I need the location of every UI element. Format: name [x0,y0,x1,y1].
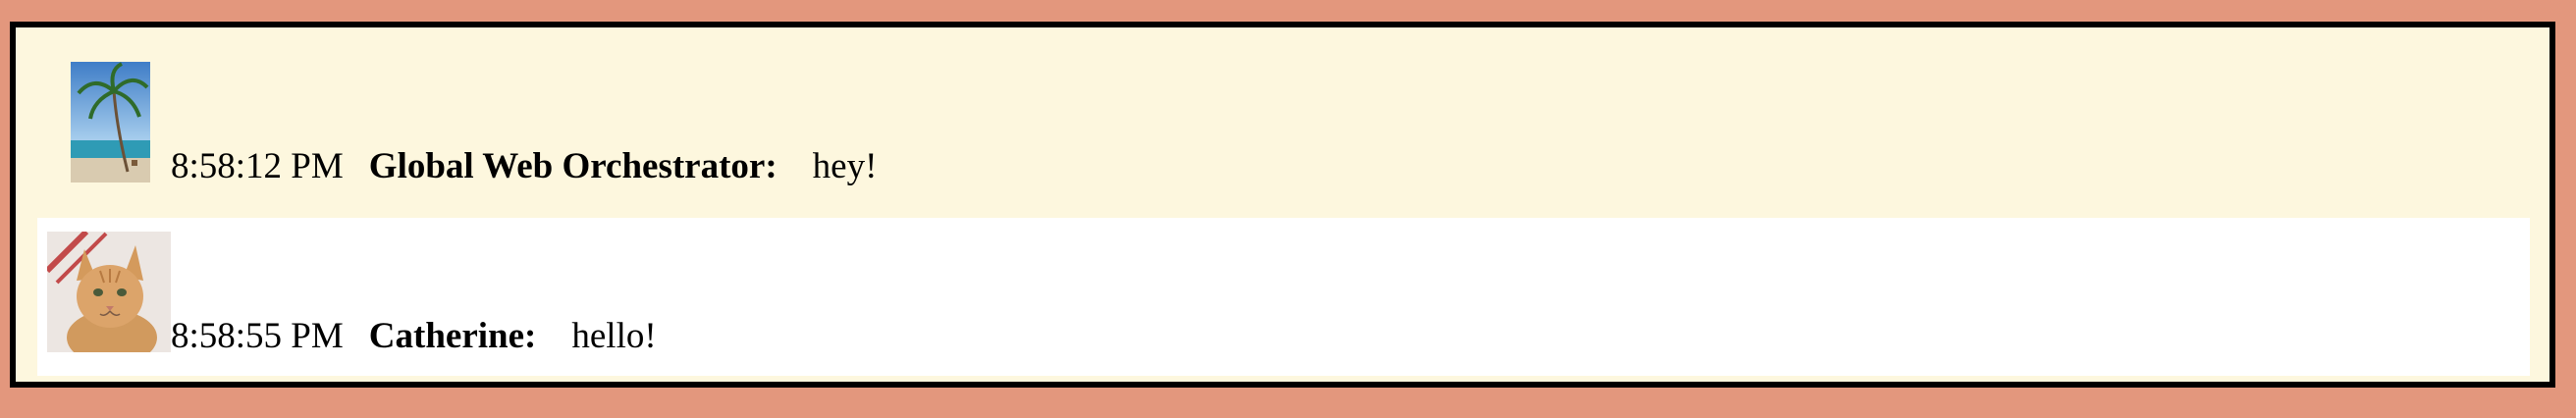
chat-message: 8:58:12 PM Global Web Orchestrator: hey! [16,62,2549,217]
chat-log: 8:58:12 PM Global Web Orchestrator: hey!… [10,22,2555,388]
chat-message: 8:58:55 PM Catherine: hello! [37,218,2530,376]
message-text: hey! [812,146,878,186]
message-time: 8:58:55 PM [171,316,344,356]
message-sender: Global Web Orchestrator: [368,146,778,186]
orange-cat-avatar-icon [47,232,171,352]
message-text: hello! [571,316,657,356]
message-sender: Catherine: [368,316,537,356]
palm-tree-beach-avatar-icon [71,62,150,183]
message-time: 8:58:12 PM [171,146,344,186]
